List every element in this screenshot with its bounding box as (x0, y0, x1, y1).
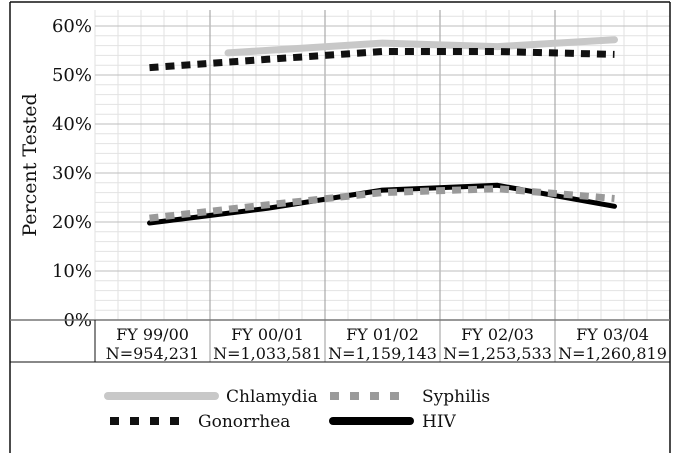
series-line-gonorrhea (149, 48, 615, 72)
x-category-sample-size: N=1,159,143 (328, 344, 437, 363)
y-tick-label: 10% (52, 261, 92, 282)
y-axis-tick-labels: 0%10%20%30%40%50%60% (52, 16, 92, 331)
x-category-sample-size: N=954,231 (106, 344, 200, 363)
y-tick-label: 30% (52, 163, 92, 184)
x-category-sample-size: N=1,033,581 (213, 344, 322, 363)
series-line-syphilis (149, 185, 615, 222)
y-tick-label: 60% (52, 16, 92, 37)
x-category-label: FY 99/00 (116, 325, 189, 344)
x-category-label: FY 01/02 (346, 325, 419, 344)
legend-label-hiv: HIV (422, 412, 457, 432)
series-line-chlamydia (224, 36, 618, 57)
legend: Chlamydia Syphilis Gonorrhea HIV (104, 387, 490, 432)
legend-label-chlamydia: Chlamydia (226, 387, 318, 407)
x-category-sample-size: N=1,253,533 (443, 344, 552, 363)
x-axis-category-labels: FY 99/00N=954,231 FY 00/01N=1,033,581 FY 0… (106, 325, 667, 363)
x-category-label: FY 02/03 (461, 325, 534, 344)
y-axis-label: Percent Tested (19, 93, 41, 236)
legend-label-gonorrhea: Gonorrhea (198, 412, 290, 432)
x-category-sample-size: N=1,260,819 (558, 344, 667, 363)
y-tick-label: 40% (52, 114, 92, 135)
chart-borders (9, 1, 671, 453)
series-line-hiv (147, 182, 617, 226)
x-category-label: FY 03/04 (576, 325, 649, 344)
y-tick-label: 50% (52, 65, 92, 86)
x-category-label: FY 00/01 (231, 325, 304, 344)
legend-label-syphilis: Syphilis (422, 387, 490, 407)
series-lines (147, 36, 618, 226)
y-tick-label: 20% (52, 212, 92, 233)
